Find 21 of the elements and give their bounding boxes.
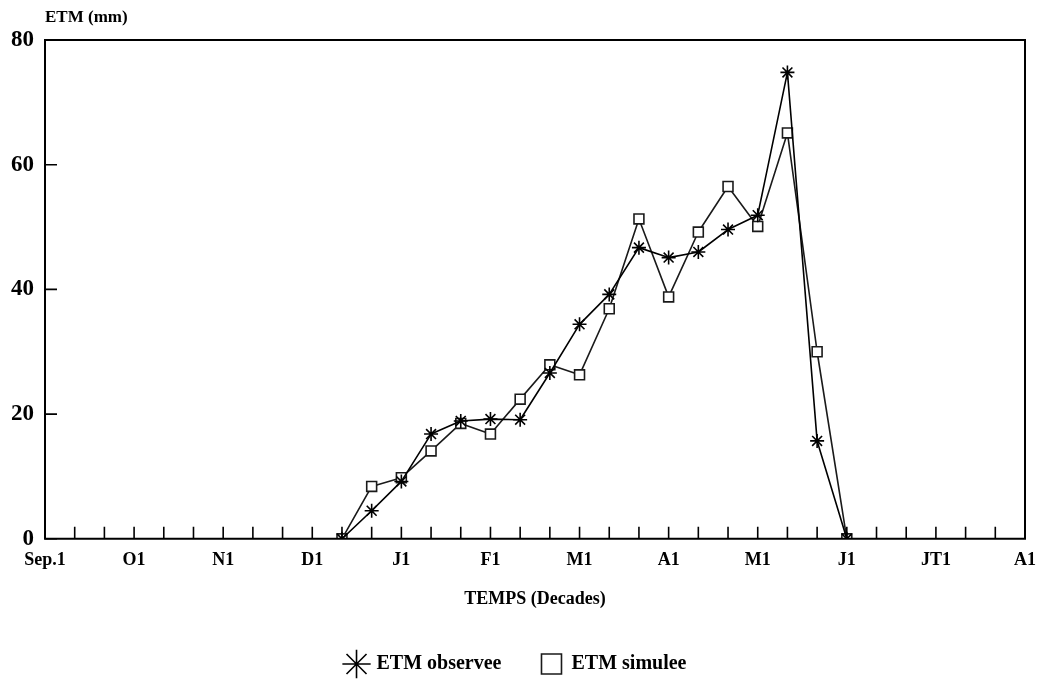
x-tick-label: JT1 — [920, 549, 951, 570]
x-tick-label: N1 — [212, 549, 235, 570]
y-axis-title: ETM (mm) — [45, 6, 128, 26]
x-tick-label: O1 — [122, 549, 146, 570]
x-tick-label: J1 — [392, 549, 411, 570]
x-tick-label: J1 — [837, 549, 856, 570]
y-tick-label: 20 — [11, 400, 34, 426]
legend-label: ETM observee — [376, 651, 502, 674]
x-tick-label: M1 — [566, 549, 593, 570]
x-tick-label: D1 — [301, 549, 324, 570]
legend-label: ETM simulee — [571, 651, 687, 674]
x-tick-label: A1 — [1014, 549, 1036, 570]
y-tick-label: 40 — [11, 275, 34, 301]
y-tick-label: 0 — [22, 524, 34, 550]
x-tick-label: A1 — [657, 549, 680, 570]
x-tick-label: F1 — [480, 549, 501, 570]
y-tick-label: 80 — [11, 25, 34, 51]
x-tick-label: M1 — [744, 549, 771, 570]
x-tick-label: Sep.1 — [24, 549, 66, 570]
y-tick-label: 60 — [11, 150, 34, 176]
x-axis-title: TEMPS (Decades) — [464, 587, 606, 609]
